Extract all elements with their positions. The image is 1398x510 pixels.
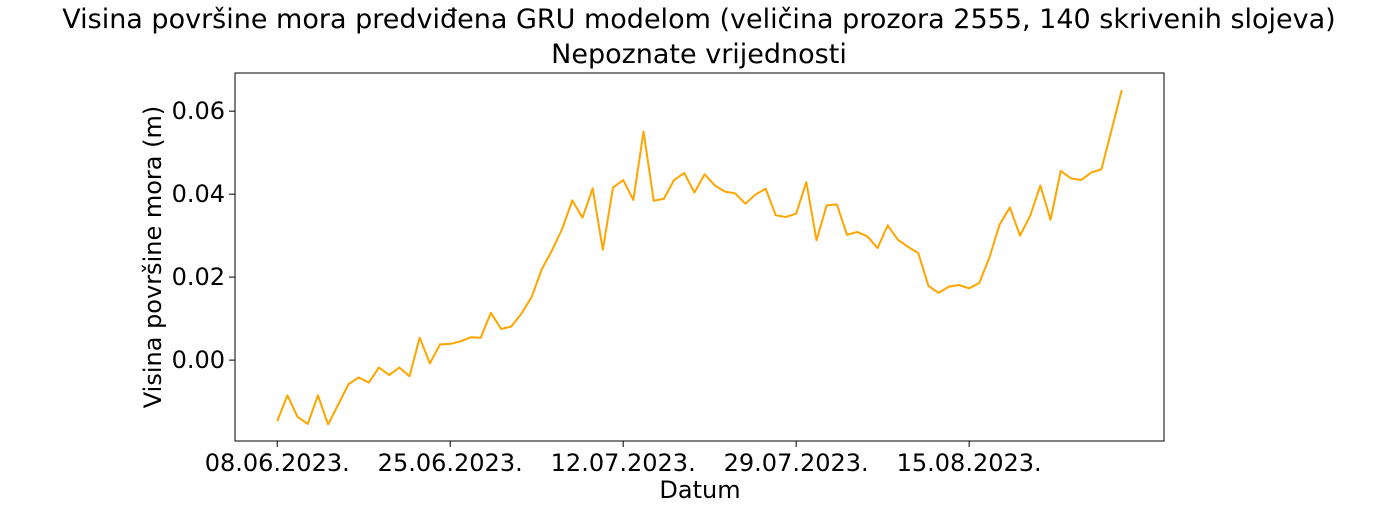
x-tick-label: 08.06.2023. (205, 449, 350, 477)
plot-frame (234, 72, 1165, 442)
x-axis-label: Datum (659, 476, 740, 504)
x-tick-label: 15.08.2023. (897, 449, 1042, 477)
series-layer (276, 89, 1123, 426)
y-tick-label: 0.04 (172, 180, 225, 208)
x-tick-label: 12.07.2023. (551, 449, 696, 477)
x-tick-label: 25.06.2023. (378, 449, 523, 477)
x-axis: 08.06.2023. 25.06.2023. 12.07.2023. 29.07.2… (205, 441, 1042, 477)
chart-subtitle: Nepoznate vrijednosti (551, 39, 847, 70)
series-line (276, 89, 1123, 426)
y-axis-label: Visina površine mora (m) (139, 106, 167, 408)
x-tick-label: 29.07.2023. (724, 449, 869, 477)
y-tick-label: 0.00 (172, 346, 225, 374)
y-tick-label: 0.06 (172, 97, 225, 125)
chart-title: Visina površine mora predviđena GRU mode… (62, 4, 1336, 35)
y-tick-label: 0.02 (172, 263, 225, 291)
y-axis: 0.00 0.02 0.04 0.06 (172, 97, 235, 374)
